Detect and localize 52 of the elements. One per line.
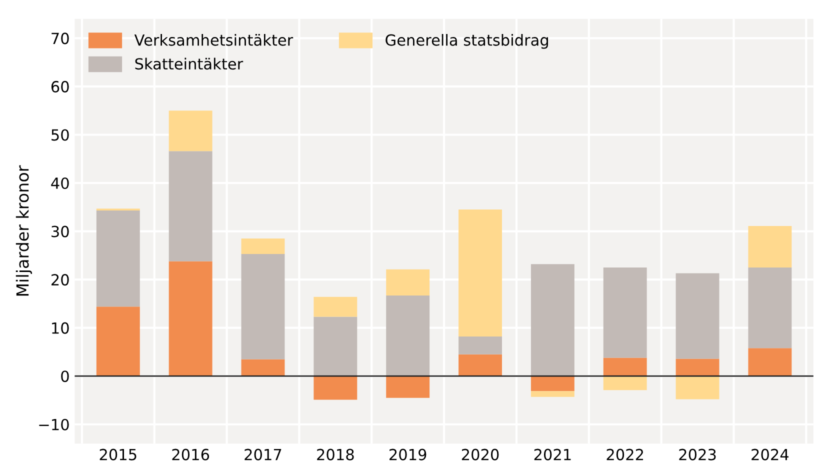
bar [168, 261, 212, 376]
legend-label: Verksamhetsintäkter [134, 34, 294, 46]
bar [386, 269, 430, 296]
bar [530, 391, 574, 397]
x-tick-label: 2016 [172, 448, 210, 460]
bar [241, 359, 285, 376]
legend-label: Generella statsbidrag [386, 34, 548, 49]
bar [241, 238, 285, 254]
x-tick-label: 2023 [679, 448, 716, 460]
x-tick-label: 2020 [462, 448, 499, 460]
bar [530, 376, 574, 392]
y-tick-label: 70 [52, 32, 69, 44]
bar [458, 354, 502, 376]
x-tick-label: 2015 [100, 448, 136, 460]
bar [96, 210, 140, 307]
bar [458, 210, 502, 337]
bar [748, 226, 792, 268]
bar [676, 273, 720, 359]
x-tick-label: 2022 [606, 448, 644, 460]
y-tick-label: 0 [61, 370, 69, 382]
bar [676, 358, 720, 376]
bar [530, 264, 574, 376]
y-tick-label: 50 [52, 129, 69, 141]
y-axis-title: Miljarder kronor [16, 165, 32, 296]
bar [314, 296, 358, 317]
bar [168, 110, 212, 152]
bar [386, 376, 430, 398]
bar [603, 267, 647, 358]
bar [603, 358, 647, 376]
x-tick-label: 2024 [752, 448, 789, 460]
bar [96, 306, 140, 376]
y-tick-label: 30 [52, 226, 69, 238]
y-tick-label: −10 [39, 418, 69, 430]
bar [168, 151, 212, 262]
bar [386, 295, 430, 376]
bar [458, 336, 502, 354]
y-tick-label: 10 [52, 322, 69, 334]
bar [314, 316, 358, 376]
y-tick-label: 20 [52, 274, 69, 286]
bar [676, 376, 720, 400]
legend-label: Skatteintäkter [135, 58, 244, 70]
x-tick-label: 2021 [534, 448, 571, 460]
bar [314, 376, 358, 400]
bar [603, 376, 647, 390]
x-tick-label: 2019 [390, 448, 426, 460]
x-tick-label: 2018 [317, 448, 354, 460]
y-tick-label: 60 [51, 80, 69, 92]
bar [748, 348, 792, 376]
bar [241, 254, 285, 360]
y-tick-label: 40 [51, 177, 69, 190]
x-tick-label: 2017 [244, 448, 282, 460]
bar [748, 267, 792, 348]
